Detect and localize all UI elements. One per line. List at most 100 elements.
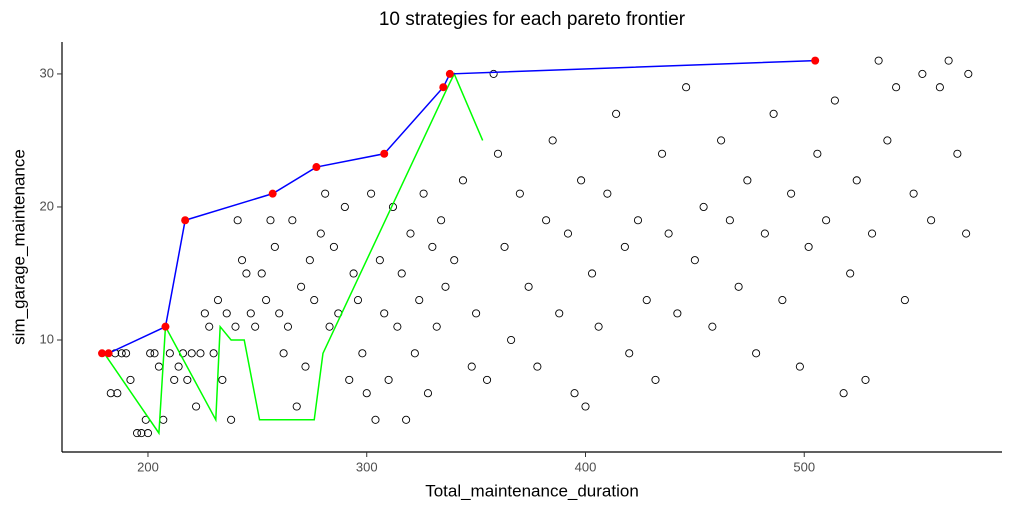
- point: [587, 269, 597, 278]
- frontier-point: [312, 163, 321, 172]
- point: [548, 136, 557, 145]
- point: [150, 349, 159, 358]
- point: [205, 322, 214, 331]
- point: [292, 402, 301, 411]
- point: [192, 402, 201, 411]
- point: [651, 375, 660, 384]
- point: [874, 56, 883, 65]
- point: [170, 375, 179, 384]
- point: [682, 83, 691, 92]
- point: [283, 322, 293, 331]
- point: [883, 136, 892, 145]
- point: [419, 189, 428, 198]
- point: [953, 149, 962, 158]
- point: [380, 309, 389, 318]
- y-tick-label: 10: [40, 331, 54, 346]
- point: [437, 216, 446, 225]
- x-tick-label: 200: [137, 459, 159, 474]
- point: [533, 362, 542, 371]
- point: [183, 375, 192, 384]
- point: [222, 309, 231, 318]
- point: [489, 69, 498, 78]
- frontier-point: [811, 56, 820, 65]
- point: [406, 229, 415, 238]
- y-tick-label: 30: [40, 65, 54, 80]
- point: [822, 216, 831, 225]
- point: [612, 109, 621, 118]
- point: [423, 389, 433, 398]
- point: [375, 256, 384, 265]
- point: [900, 296, 909, 305]
- point: [393, 322, 402, 331]
- point: [620, 242, 629, 251]
- point: [787, 189, 796, 198]
- point: [625, 349, 634, 358]
- point: [760, 229, 769, 238]
- point: [106, 389, 115, 398]
- point: [146, 349, 155, 358]
- frontier-point: [445, 69, 454, 78]
- point: [962, 229, 971, 238]
- point: [275, 309, 284, 318]
- point: [371, 415, 380, 424]
- frontier-point: [161, 322, 170, 331]
- point: [581, 402, 590, 411]
- point: [231, 322, 240, 331]
- point: [699, 202, 708, 212]
- point: [132, 429, 142, 438]
- point: [570, 389, 579, 398]
- frontier-point: [268, 189, 277, 198]
- point: [154, 362, 163, 371]
- point: [717, 136, 726, 145]
- point: [122, 349, 131, 358]
- point: [769, 109, 778, 118]
- point: [555, 309, 564, 318]
- point: [778, 296, 787, 305]
- point: [218, 375, 227, 384]
- point: [174, 362, 183, 371]
- frontier-point: [104, 349, 113, 358]
- x-tick-label: 300: [356, 459, 378, 474]
- point: [846, 269, 855, 278]
- point: [233, 216, 242, 225]
- point: [935, 83, 944, 92]
- point: [603, 189, 612, 198]
- point: [577, 176, 586, 185]
- point: [384, 375, 393, 384]
- point: [493, 149, 503, 158]
- point: [126, 375, 135, 384]
- point: [542, 216, 551, 225]
- point: [642, 296, 651, 305]
- point: [861, 375, 870, 384]
- chart-title: 10 strategies for each pareto frontier: [379, 9, 686, 30]
- point: [482, 375, 492, 384]
- point: [441, 282, 450, 291]
- point: [345, 375, 354, 384]
- y-axis-label: sim_garage_maintenance: [9, 149, 28, 345]
- point: [752, 349, 761, 358]
- point: [270, 242, 279, 251]
- point: [305, 256, 314, 265]
- point: [209, 349, 218, 358]
- point: [944, 56, 953, 65]
- point: [813, 149, 822, 158]
- point: [227, 415, 236, 424]
- y-tick-label: 20: [40, 198, 54, 213]
- x-tick-label: 500: [793, 459, 815, 474]
- point: [301, 362, 310, 371]
- point: [690, 256, 699, 265]
- point: [524, 282, 533, 291]
- point: [402, 415, 411, 424]
- point: [246, 309, 255, 318]
- point: [734, 282, 743, 291]
- point: [321, 189, 330, 198]
- point: [458, 176, 468, 185]
- point: [200, 309, 209, 318]
- point: [633, 216, 643, 225]
- frontier-point: [181, 216, 190, 225]
- point: [708, 322, 717, 331]
- x-tick-label: 400: [575, 459, 597, 474]
- point: [113, 389, 122, 398]
